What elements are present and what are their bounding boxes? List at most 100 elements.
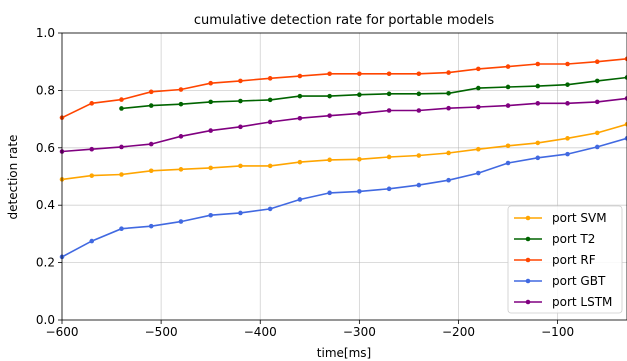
x-tick-label: −200 [442,325,475,339]
port-gbt-point [89,238,95,244]
port-t2-point [565,82,570,87]
port-gbt-point [238,210,243,216]
port-rf-point [416,71,422,77]
port-svm-point [208,165,213,171]
port-svm-point [446,150,451,156]
port-lstm-point [476,104,481,110]
port-svm-point [238,163,243,169]
port-gbt-point [446,177,451,183]
legend-label-port-t2: port T2 [552,232,595,246]
port-gbt-point [476,170,481,176]
port-gbt-point [624,136,627,141]
port-rf-point [119,97,124,102]
port-t2-point [119,106,124,111]
port-gbt-point [416,182,422,188]
port-lstm-point [416,108,422,113]
port-rf-point [535,61,541,67]
port-rf-point [594,59,600,64]
port-rf-point [624,56,627,62]
port-lstm-point [594,99,600,105]
port-gbt-point [535,155,541,161]
port-svm-point [178,167,184,172]
port-lstm-point [327,113,332,118]
port-rf-point [327,71,332,77]
port-rf-point [565,61,570,67]
port-t2-point [238,98,243,104]
port-t2-point [357,92,362,98]
port-svm-point [119,172,124,177]
port-gbt-point [505,160,511,166]
y-axis-label: detection rate [6,135,20,220]
axis-ticks: −600 −500 −400 −300 −200 −100 0.0 0.2 0.4 0.6 0.8 1… [36,26,574,339]
port-lstm-point [297,115,303,121]
port-t2-point [208,99,213,105]
port-gbt-point [119,226,124,232]
legend-label-port-svm: port SVM [552,211,607,225]
port-svm-point [565,136,570,141]
port-svm-line [61,123,627,181]
legend-box [507,205,623,314]
port-gbt-point [594,144,600,150]
port-gbt-point [357,189,362,194]
chart-title: cumulative detection rate for portable m… [194,13,495,28]
port-rf-point [357,71,362,77]
legend-marker-port-svm [525,215,531,221]
legend-marker-port-gbt [525,278,531,284]
port-rf-point [178,87,184,92]
port-lstm-point [505,103,511,108]
port-t2-point [446,90,451,96]
port-lstm-point [357,111,362,116]
port-rf-point [386,71,392,77]
port-t2-point [594,78,600,84]
port-t2-point [386,91,392,97]
port-svm-point [89,173,95,178]
port-lstm-point [89,146,95,152]
port-gbt-point [208,212,213,218]
port-svm-point [327,157,332,163]
port-lstm-point [624,96,627,101]
y-tick-label: 0.6 [36,141,55,155]
port-lstm-point [446,105,451,111]
port-gbt-line [61,137,627,258]
legend: port SVM port T2 port RF port GBT port LSTM [507,205,623,314]
port-gbt-point [386,186,392,192]
x-axis-label: time[ms] [317,346,371,360]
port-rf-point [446,70,451,75]
port-t2-point [505,84,511,90]
port-t2-point [148,103,154,108]
port-rf-line [61,58,627,119]
port-t2-line [121,76,627,110]
y-tick-label: 0.4 [36,198,55,212]
port-rf-point [238,78,243,84]
port-svm-point [297,159,303,165]
port-svm-point [535,140,541,146]
port-svm-point [476,146,481,152]
port-svm-point [357,156,362,162]
series-lines [59,56,627,260]
port-lstm-point [535,101,541,106]
x-tick-label: −600 [46,325,79,339]
port-svm-point [148,168,154,174]
port-gbt-point [297,197,303,202]
port-svm-point [267,163,273,169]
port-t2-point [624,75,627,80]
legend-items: port SVM port T2 port RF port GBT port LSTM [514,211,612,309]
y-tick-label: 0.8 [36,83,55,97]
legend-label-port-lstm: port LSTM [552,295,612,309]
port-t2-point [535,83,541,89]
legend-marker-port-lstm [525,299,531,305]
legend-marker-port-rf [525,257,531,263]
legend-label-port-rf: port RF [552,253,596,267]
y-tick-label: 0.2 [36,256,55,270]
port-svm-point [594,130,600,136]
legend-label-port-gbt: port GBT [552,274,606,288]
port-svm-point [624,121,627,127]
port-rf-point [89,101,95,106]
port-lstm-point [178,134,184,139]
x-tick-label: −300 [343,325,376,339]
port-lstm-point [148,141,154,147]
port-rf-point [505,64,511,69]
port-svm-point [386,154,392,160]
port-lstm-point [565,101,570,106]
port-rf-point [148,89,154,95]
